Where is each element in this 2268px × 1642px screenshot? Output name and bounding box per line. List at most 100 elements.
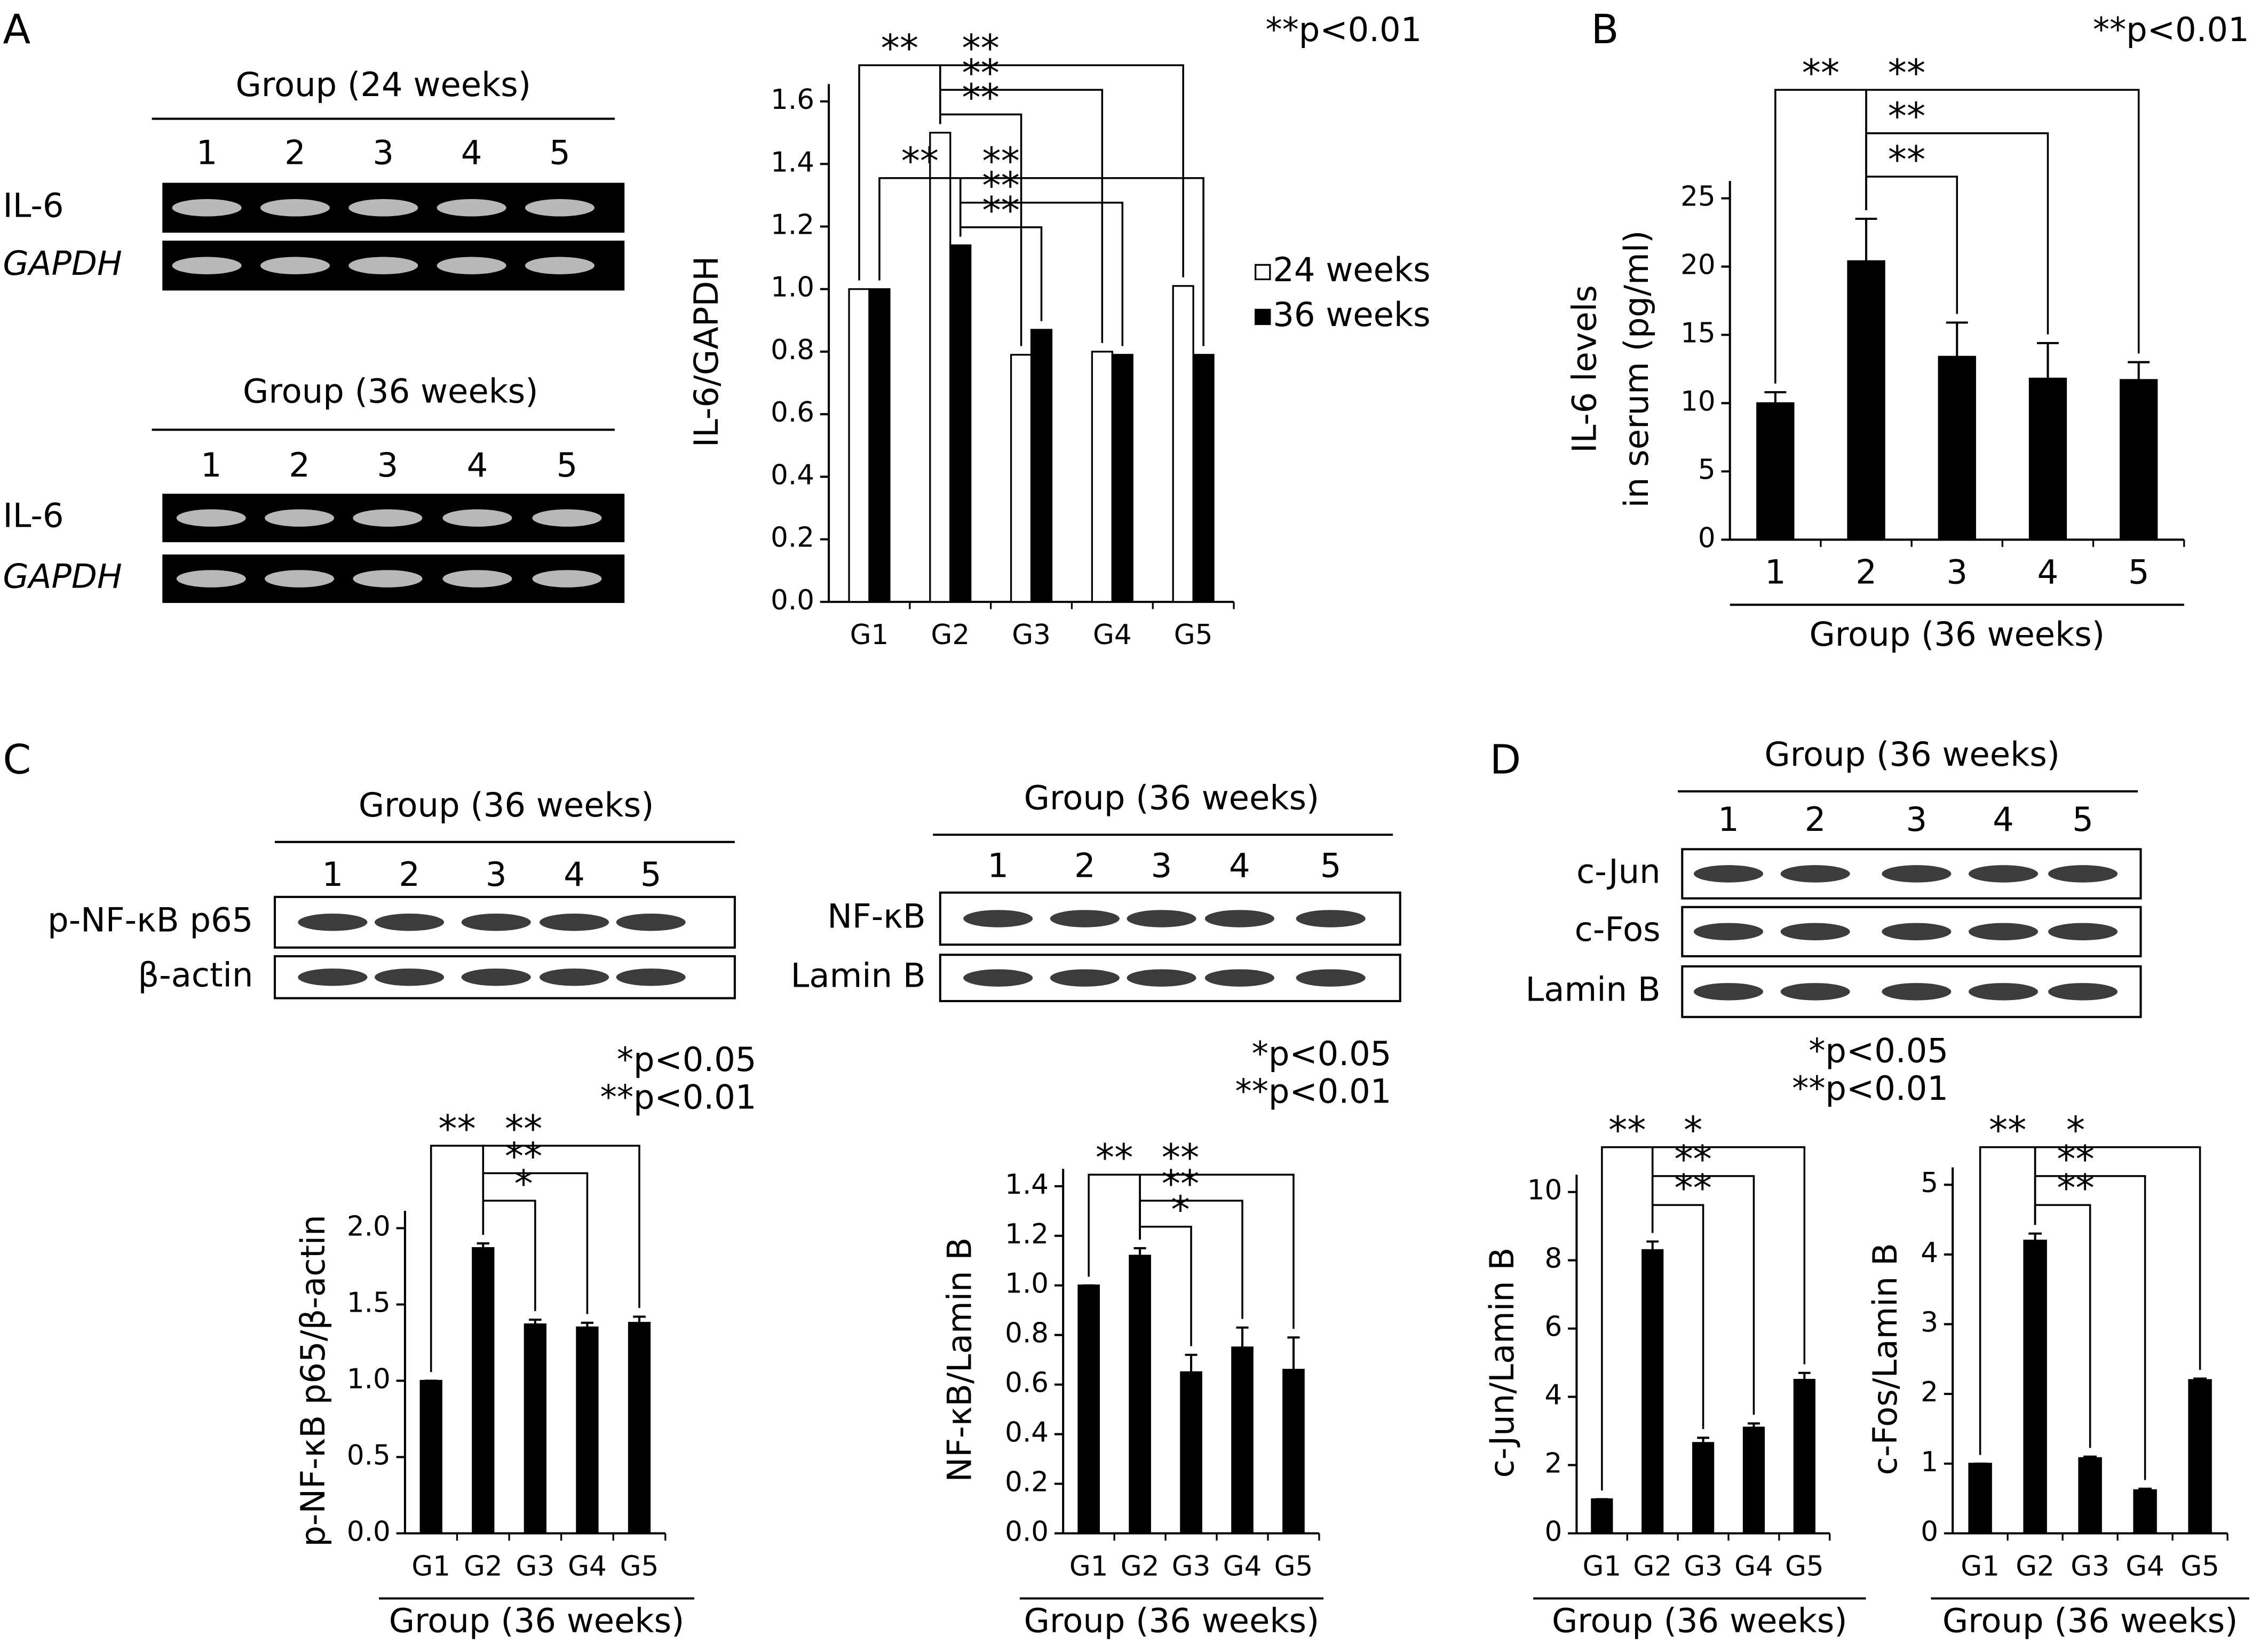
y-tick-label: 0.0 (771, 584, 814, 616)
y-tick-label: 1.5 (347, 1287, 391, 1319)
error-bar (2028, 1232, 2042, 1241)
significance-note: **p<0.01 (2093, 10, 2249, 49)
error-bar (1133, 1247, 1146, 1256)
y-tick-label: 1.0 (771, 272, 814, 304)
bar (576, 1326, 599, 1535)
bar (1231, 1346, 1254, 1535)
panel-label: D (1490, 736, 1521, 783)
significance-label: * (514, 1162, 533, 1205)
x-tick-label: G5 (2180, 1550, 2219, 1582)
bar (2133, 1489, 2157, 1535)
bar (1756, 402, 1795, 541)
blot-header: Group (36 weeks) (359, 786, 654, 824)
significance-label: ** (1888, 94, 1925, 138)
significance-note: *p<0.05 (1252, 1034, 1392, 1073)
blot-row-label: c-Fos (1575, 910, 1661, 949)
blot-band (298, 913, 368, 931)
blot-band (1968, 983, 2039, 1001)
error-bar (2037, 342, 2059, 379)
significance-label: ** (2057, 1137, 2094, 1181)
lane-label: 4 (564, 855, 585, 894)
blot-band (1127, 969, 1196, 987)
x-tick-label: G2 (1121, 1550, 1160, 1582)
y-tick-label: 1 (1921, 1446, 1938, 1478)
blot-band (1050, 910, 1120, 927)
bar (2023, 1240, 2047, 1535)
bar (1129, 1255, 1151, 1535)
blot-band (616, 968, 686, 986)
y-tick-label: 4 (1545, 1379, 1563, 1411)
significance-label: ** (962, 27, 999, 70)
significance-label: ** (982, 164, 1019, 208)
blot-band (1204, 910, 1274, 927)
bar (1742, 1426, 1765, 1535)
legend-swatch (1255, 264, 1271, 281)
error-bar (1185, 1353, 1198, 1373)
x-tick-label: G1 (1069, 1550, 1108, 1582)
blot-band (442, 509, 512, 527)
blot-band (1780, 983, 1850, 1001)
y-tick-label: 25 (1680, 181, 1716, 213)
y-tick-label: 10 (1680, 385, 1716, 417)
significance-bracket (482, 1145, 640, 1308)
lane-label: 2 (284, 133, 306, 172)
lane-label: 5 (557, 446, 578, 485)
error-bar (1764, 391, 1787, 403)
blot-band (1296, 969, 1366, 987)
bar (1192, 354, 1215, 603)
significance-label: ** (982, 139, 1019, 183)
significance-label: ** (962, 76, 999, 120)
y-tick-label: 1.2 (1005, 1218, 1049, 1250)
lane-label: 1 (987, 846, 1009, 885)
blot-band (1050, 969, 1120, 987)
blot-band (461, 913, 531, 931)
significance-label: ** (1888, 51, 1925, 95)
x-tick-label: G2 (931, 619, 970, 651)
blot-row-label: IL-6 (3, 496, 64, 535)
blot-row-label: NF-κB (827, 897, 925, 936)
significance-label: ** (1888, 138, 1925, 181)
bar (1692, 1442, 1715, 1535)
lane-label: 5 (640, 855, 662, 894)
x-tick-label: G3 (1172, 1550, 1211, 1582)
y-axis-label: in serum (pg/ml) (1617, 231, 1656, 508)
lane-label: 1 (1718, 800, 1739, 839)
blot-band (353, 509, 423, 527)
bar (419, 1379, 442, 1535)
blot-band (172, 199, 242, 217)
lane-label: 3 (486, 855, 507, 894)
significance-label: ** (1162, 1162, 1199, 1205)
error-bar (1646, 1240, 1659, 1250)
lane-label: 3 (1151, 846, 1172, 885)
x-tick-label: G4 (1093, 619, 1132, 651)
x-tick-label: G3 (2071, 1550, 2110, 1582)
y-axis-label: p-NF-κB p65/β-actin (294, 1215, 332, 1546)
significance-bracket (939, 64, 1184, 277)
blot-band (963, 969, 1033, 987)
significance-bracket (1139, 1173, 1295, 1329)
y-axis-label: c-Jun/Lamin B (1482, 1248, 1521, 1478)
bar (1180, 1371, 1202, 1535)
y-tick-label: 0.2 (1005, 1466, 1049, 1498)
significance-label: * (1171, 1188, 1189, 1232)
x-tick-label: G3 (516, 1550, 555, 1582)
error-bar (1798, 1371, 1811, 1380)
bar (1938, 355, 1976, 541)
error-bar (581, 1321, 594, 1328)
error-bar (2193, 1377, 2207, 1380)
y-tick-label: 15 (1680, 318, 1716, 350)
bar (1847, 260, 1885, 541)
blot-band (1780, 865, 1850, 883)
y-tick-label: 4 (1921, 1237, 1938, 1269)
significance-note: *p<0.05 (1809, 1032, 1948, 1070)
legend-label: 24 weeks (1273, 250, 1430, 289)
significance-label: ** (505, 1107, 542, 1151)
significance-label: ** (1989, 1108, 2026, 1152)
panel-label: C (3, 736, 31, 783)
legend-label: 36 weeks (1273, 295, 1430, 334)
x-tick-label: G1 (1583, 1550, 1622, 1582)
blot-band (437, 199, 506, 217)
significance-label: ** (1802, 51, 1839, 95)
blot-band (540, 968, 609, 986)
blot-band (525, 257, 594, 274)
